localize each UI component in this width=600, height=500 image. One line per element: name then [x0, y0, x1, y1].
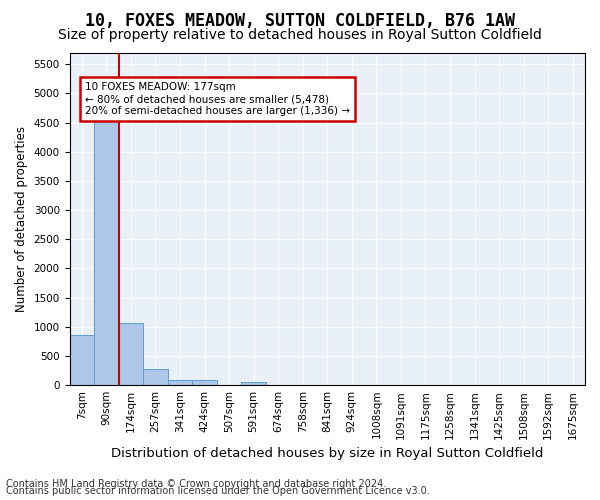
X-axis label: Distribution of detached houses by size in Royal Sutton Coldfield: Distribution of detached houses by size … — [111, 447, 544, 460]
Bar — [70, 336, 94, 385]
Bar — [192, 380, 217, 385]
Text: 10 FOXES MEADOW: 177sqm
← 80% of detached houses are smaller (5,478)
20% of semi: 10 FOXES MEADOW: 177sqm ← 80% of detache… — [85, 82, 350, 116]
Text: Size of property relative to detached houses in Royal Sutton Coldfield: Size of property relative to detached ho… — [58, 28, 542, 42]
Text: 10, FOXES MEADOW, SUTTON COLDFIELD, B76 1AW: 10, FOXES MEADOW, SUTTON COLDFIELD, B76 … — [85, 12, 515, 30]
Y-axis label: Number of detached properties: Number of detached properties — [15, 126, 28, 312]
Text: Contains HM Land Registry data © Crown copyright and database right 2024.: Contains HM Land Registry data © Crown c… — [6, 479, 386, 489]
Bar — [119, 323, 143, 385]
Bar — [94, 120, 119, 385]
Bar — [143, 368, 168, 385]
Bar — [168, 380, 192, 385]
Bar — [241, 382, 266, 385]
Text: Contains public sector information licensed under the Open Government Licence v3: Contains public sector information licen… — [6, 486, 430, 496]
